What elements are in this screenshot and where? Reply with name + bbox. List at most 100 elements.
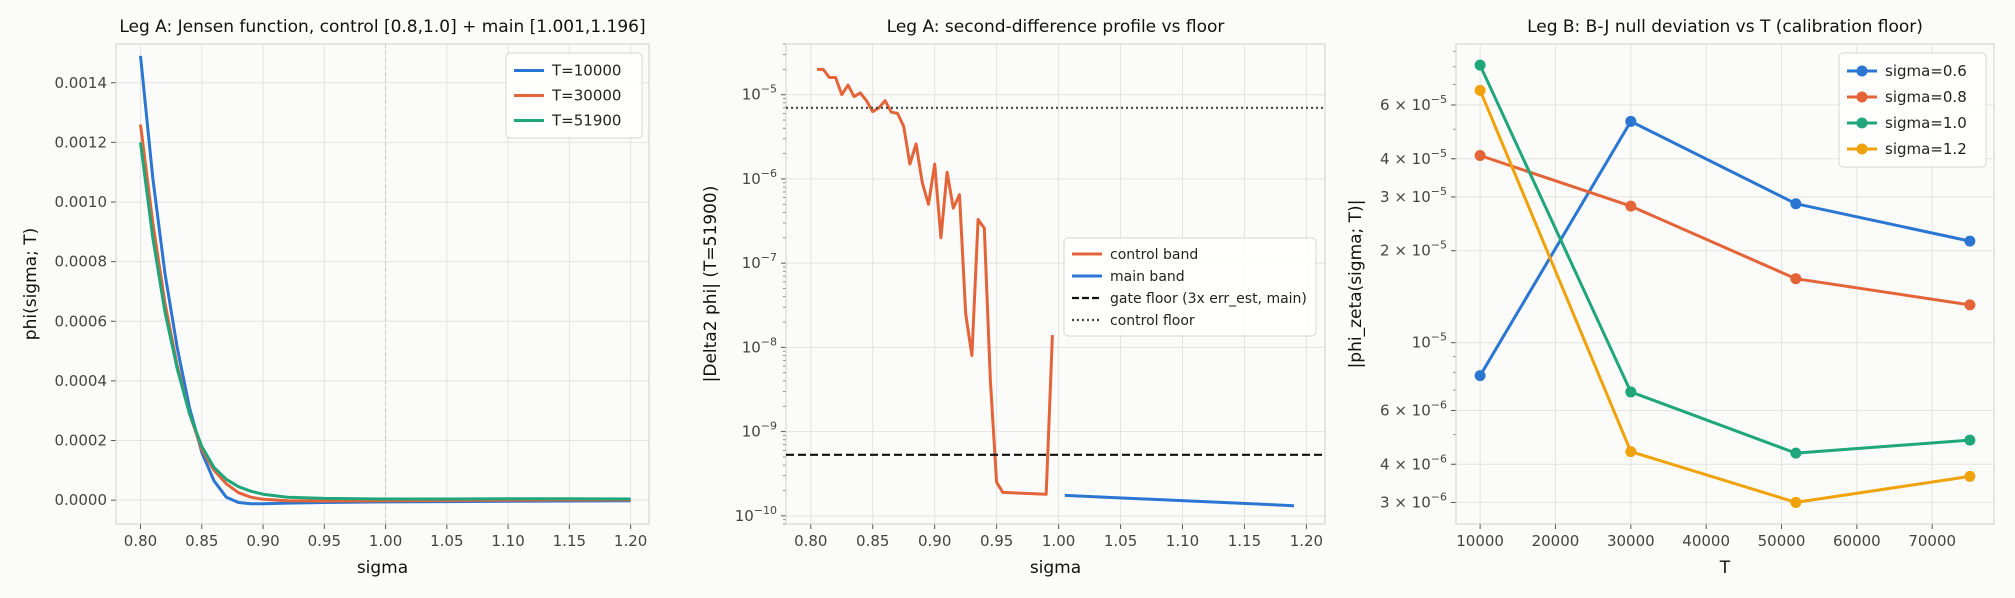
chart-title: Leg B: B-J null deviation vs T (calibrat… [1527, 17, 1923, 37]
x-axis-label: sigma [1030, 558, 1081, 578]
x-tick-label: 0.80 [794, 532, 827, 550]
x-tick-label: 1.20 [614, 532, 647, 550]
data-point [1790, 273, 1802, 285]
x-tick-label: 10000 [1456, 532, 1504, 550]
legend-marker [1856, 65, 1868, 77]
legend-label: sigma=1.0 [1885, 114, 1967, 132]
x-tick-label: 0.95 [308, 532, 341, 550]
data-point [1790, 447, 1802, 459]
data-point [1625, 386, 1637, 398]
legend-marker [1856, 117, 1868, 129]
legend: sigma=0.6 sigma=0.8 sigma=1.0 sigma=1.2 [1838, 52, 1987, 168]
data-point [1790, 198, 1802, 210]
y-tick-label: 3 × 10−5 [1380, 185, 1447, 206]
y-tick-label: 0.0012 [55, 133, 108, 151]
legend-label: T=10000 [551, 62, 621, 80]
series-line-4 [1478, 89, 1971, 504]
x-tick-label: 1.15 [553, 532, 586, 550]
y-tick-label: 10−5 [1412, 331, 1447, 352]
y-tick-label: 0.0002 [55, 432, 108, 450]
x-tick-label: 1.20 [1290, 532, 1323, 550]
y-tick-label: 4 × 10−6 [1380, 452, 1447, 473]
y-tick-label: 10−6 [742, 167, 777, 188]
x-tick-label: 0.95 [980, 532, 1013, 550]
y-axis-label: phi(sigma; T) [21, 228, 41, 340]
x-tick-label: 40000 [1682, 532, 1730, 550]
series-line-3 [1478, 64, 1971, 455]
legend-label: gate floor (3x err_est, main) [1110, 291, 1307, 307]
data-point [1964, 235, 1976, 247]
chart-panel-2: 0.80 0.85 0.90 0.95 1.00 1.05 1.10 1.15 1.20 Leg … [701, 17, 1326, 578]
legend-label: sigma=0.6 [1885, 62, 1967, 80]
data-point [1790, 496, 1802, 508]
x-tick-label: 0.90 [918, 532, 951, 550]
y-tick-label: 3 × 10−6 [1380, 490, 1447, 511]
y-tick-label: 10−7 [742, 251, 777, 272]
legend-marker [1856, 91, 1868, 103]
data-point [1474, 149, 1486, 161]
chart-panel-1: 0.80 0.85 0.90 0.95 1.00 1.05 1.10 1.15 1.20 0.00… [21, 17, 650, 578]
series-line-1 [817, 67, 1054, 496]
series-line-2 [1479, 154, 1971, 307]
chart-panel-3: 10000 20000 30000 40000 50000 60000 70000 Leg B… [1346, 17, 1995, 578]
x-tick-label: 0.90 [246, 532, 279, 550]
x-tick-label: 20000 [1532, 532, 1580, 550]
y-axis-label: |Delta2 phi| (T=51900) [701, 186, 721, 383]
x-tick-label: 1.00 [369, 532, 402, 550]
data-point [1474, 370, 1486, 382]
data-point [1625, 200, 1637, 212]
x-tick-label: 60000 [1833, 532, 1881, 550]
y-tick-label: 10−8 [742, 335, 777, 356]
legend: control band main band gate floor (3x err_… [1063, 237, 1317, 337]
chart-title: Leg A: second-difference profile vs floo… [887, 17, 1225, 37]
x-tick-label: 50000 [1758, 532, 1806, 550]
legend-label: T=51900 [551, 112, 621, 130]
y-tick-label: 0.0010 [55, 193, 108, 211]
y-axis-label: |phi_zeta(sigma; T)| [1346, 200, 1366, 369]
x-tick-label: 0.80 [124, 532, 157, 550]
legend-box [1838, 52, 1987, 168]
axes-frame [1455, 43, 1995, 525]
x-tick-label: 1.15 [1228, 532, 1261, 550]
x-tick-label: 70000 [1908, 532, 1956, 550]
x-tick-label: 1.00 [1042, 532, 1075, 550]
y-tick-label: 6 × 10−5 [1380, 93, 1447, 114]
data-point [1625, 115, 1637, 127]
data-point [1964, 470, 1976, 482]
x-tick-label: 0.85 [856, 532, 889, 550]
data-point [1474, 84, 1486, 96]
series-line-1 [1478, 119, 1971, 377]
x-tick-label: 1.10 [491, 532, 524, 550]
legend-label: sigma=1.2 [1885, 140, 1967, 158]
legend-label: control floor [1110, 313, 1195, 329]
data-point [1964, 434, 1976, 446]
legend-label: control band [1110, 247, 1198, 263]
y-tick-label: 10−5 [742, 83, 777, 104]
series-line-3 [139, 142, 631, 501]
y-tick-label: 0.0014 [55, 74, 108, 92]
y-tick-label: 2 × 10−5 [1380, 239, 1447, 260]
y-tick-label: 4 × 10−5 [1380, 147, 1447, 168]
legend-label: sigma=0.8 [1885, 88, 1967, 106]
legend-label: main band [1110, 269, 1185, 285]
legend-box [505, 52, 643, 139]
x-tick-label: 1.05 [430, 532, 463, 550]
chart-title: Leg A: Jensen function, control [0.8,1.0… [119, 17, 645, 37]
y-tick-label: 10−9 [742, 420, 777, 441]
x-tick-label: 1.10 [1166, 532, 1199, 550]
legend-box [1063, 237, 1317, 337]
series-line-2 [1064, 493, 1295, 508]
axes-frame [115, 43, 650, 525]
data-point [1964, 299, 1976, 311]
y-tick-label: 0.0000 [55, 491, 108, 509]
y-tick-label: 0.0008 [55, 253, 108, 271]
x-tick-label: 0.85 [185, 532, 218, 550]
y-tick-label: 10−10 [735, 504, 777, 525]
y-tick-label: 6 × 10−6 [1380, 398, 1447, 419]
data-point [1474, 59, 1486, 71]
data-point [1625, 446, 1637, 458]
axes-frame [785, 43, 1326, 525]
x-tick-label: 30000 [1607, 532, 1655, 550]
x-axis-label: sigma [357, 558, 408, 578]
